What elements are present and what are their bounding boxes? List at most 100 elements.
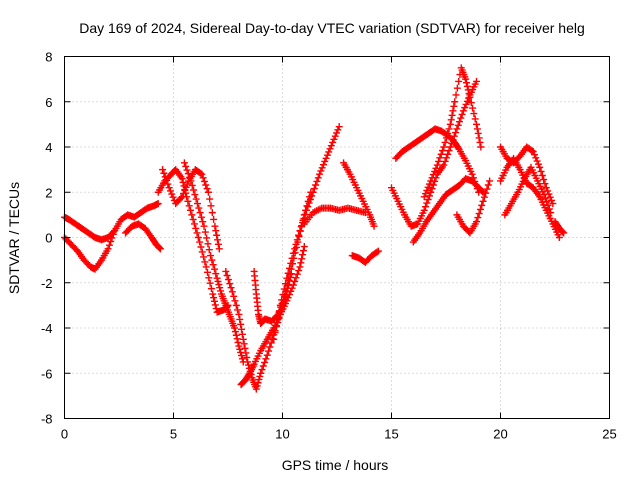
x-tick-label: 15: [384, 427, 398, 442]
data-point: [291, 245, 299, 253]
data-point: [462, 79, 470, 87]
data-point: [433, 161, 441, 169]
data-point: [206, 195, 214, 203]
data-point: [459, 107, 467, 115]
data-point: [187, 177, 195, 185]
data-point: [449, 107, 457, 115]
data-point: [265, 347, 273, 355]
data-point: [201, 258, 209, 266]
data-point: [479, 197, 487, 205]
data-point: [192, 195, 200, 203]
data-point: [228, 288, 236, 296]
data-point: [546, 193, 554, 201]
data-point: [201, 228, 209, 236]
data-point: [308, 192, 316, 200]
data-point: [327, 142, 335, 150]
data-point: [191, 191, 199, 199]
data-point: [214, 277, 222, 285]
data-point: [231, 297, 239, 305]
data-point: [431, 167, 439, 175]
data-point: [232, 331, 240, 339]
data-point: [329, 138, 337, 146]
data-point: [446, 120, 454, 128]
data-point: [467, 99, 475, 107]
data-point: [545, 205, 553, 213]
series-track-h: [237, 243, 308, 389]
data-point: [452, 129, 460, 137]
data-point: [272, 322, 280, 330]
y-tick-label: -2: [41, 276, 53, 291]
data-point: [469, 104, 477, 112]
data-point: [195, 204, 203, 212]
data-point: [279, 291, 287, 299]
data-point: [189, 215, 197, 223]
data-point: [323, 151, 331, 159]
data-point: [192, 224, 200, 232]
data-point: [182, 183, 190, 191]
data-point: [159, 166, 167, 174]
series-track-q: [409, 175, 487, 246]
data-point: [210, 294, 218, 302]
data-point: [422, 203, 430, 211]
data-point: [234, 306, 242, 314]
data-point: [310, 185, 318, 193]
data-point: [289, 281, 297, 289]
data-point: [466, 93, 474, 101]
data-point: [423, 186, 431, 194]
data-point: [234, 338, 242, 346]
data-point: [428, 185, 436, 193]
data-point: [280, 285, 288, 293]
data-point: [197, 169, 205, 177]
data-point: [289, 249, 297, 257]
data-point: [178, 175, 186, 183]
data-point: [326, 145, 334, 153]
data-point: [194, 234, 202, 241]
data-point: [422, 190, 430, 198]
data-point: [197, 243, 205, 251]
data-point: [325, 148, 333, 156]
data-point: [196, 238, 204, 246]
data-point: [304, 203, 312, 211]
data-point: [182, 162, 190, 170]
data-point: [285, 264, 293, 272]
data-point: [436, 154, 444, 162]
data-point: [549, 200, 557, 208]
data-point: [293, 236, 301, 244]
data-point: [210, 265, 218, 273]
data-point: [439, 147, 447, 155]
data-point: [209, 261, 217, 269]
data-point: [319, 161, 327, 169]
data-point: [445, 125, 453, 133]
series-track-m: [348, 247, 382, 266]
y-tick-label: -6: [41, 366, 53, 381]
grid: [64, 56, 610, 419]
data-point: [193, 229, 201, 237]
data-point: [427, 188, 435, 196]
data-point: [262, 355, 270, 363]
data-point: [541, 180, 549, 188]
data-point: [533, 157, 541, 165]
data-point: [542, 184, 550, 192]
data-point: [538, 172, 546, 180]
data-point: [275, 308, 283, 316]
data-point: [335, 123, 343, 131]
data-point: [207, 252, 215, 260]
data-point: [473, 218, 481, 226]
data-point: [475, 210, 483, 218]
data-point: [321, 157, 329, 165]
data-point: [161, 173, 169, 181]
data-point: [293, 270, 301, 278]
data-point: [486, 177, 494, 185]
data-point: [455, 77, 463, 85]
data-point: [442, 154, 450, 162]
data-point: [214, 240, 222, 248]
data-point: [163, 176, 171, 184]
chart-title: Day 169 of 2024, Sidereal Day-to-day VTE…: [79, 20, 585, 36]
data-point: [166, 187, 174, 195]
data-point: [276, 301, 284, 309]
data-point: [322, 154, 330, 162]
data-point: [169, 193, 177, 201]
data-point: [441, 138, 449, 146]
data-point: [266, 343, 274, 351]
data-point: [435, 157, 443, 165]
